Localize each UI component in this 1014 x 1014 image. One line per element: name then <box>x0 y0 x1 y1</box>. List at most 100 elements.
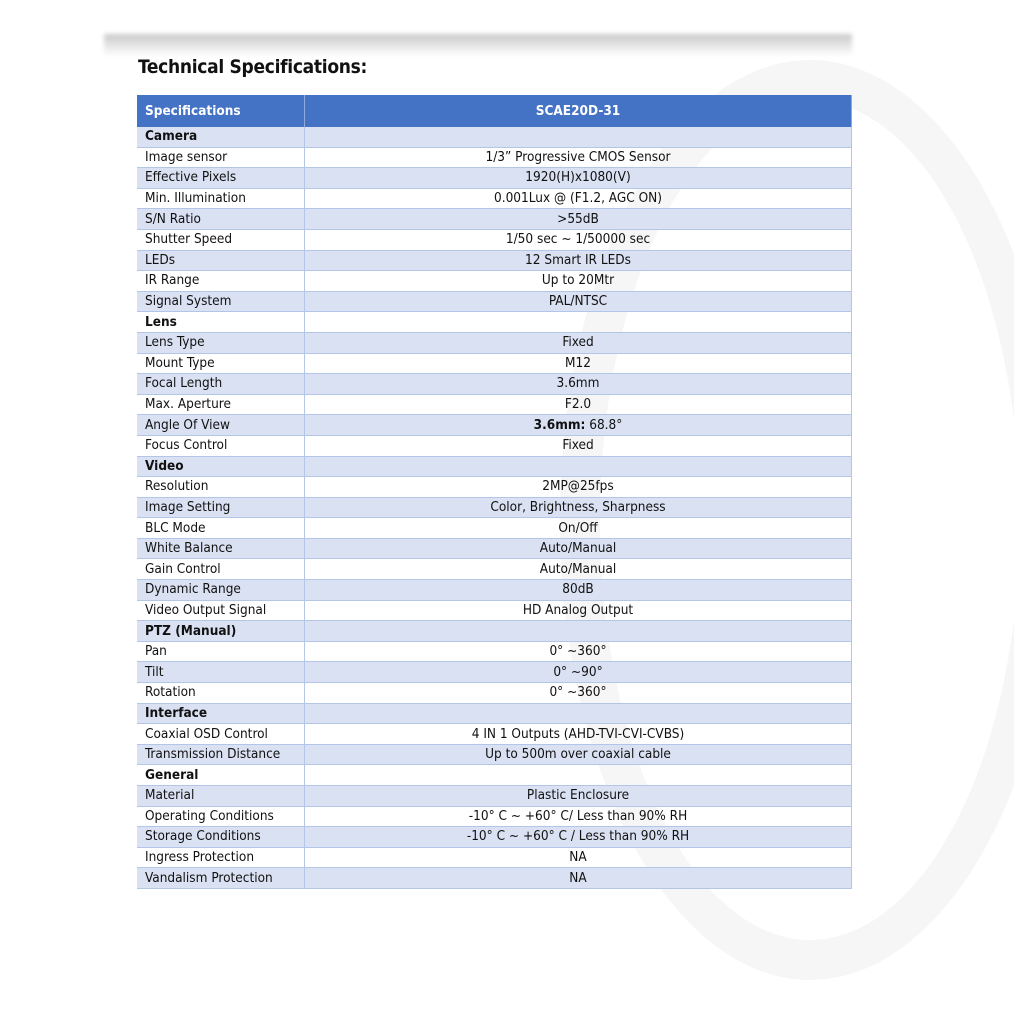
section-empty <box>304 764 852 786</box>
spec-name: Lens Type <box>137 332 305 354</box>
spec-value: F2.0 <box>304 394 852 416</box>
spec-value: 1/3” Progressive CMOS Sensor <box>304 147 852 169</box>
table-row: Ingress Protection NA <box>137 847 852 869</box>
header-model: SCAE20D-31 <box>304 95 852 127</box>
table-row: Material Plastic Enclosure <box>137 785 852 807</box>
spec-value: -10° C ~ +60° C/ Less than 90% RH <box>304 806 852 828</box>
table-row: Coaxial OSD Control 4 IN 1 Outputs (AHD-T… <box>137 723 852 745</box>
spec-name: Effective Pixels <box>137 167 305 189</box>
section-empty <box>304 456 852 478</box>
table-row: Image Setting Color, Brightness, Sharpnes… <box>137 497 852 519</box>
spec-name: Rotation <box>137 682 305 704</box>
spec-name: Storage Conditions <box>137 826 305 848</box>
section-row: Interface <box>137 703 852 725</box>
table-row: Gain Control Auto/Manual <box>137 558 852 581</box>
table-row: Resolution 2MP@25fps <box>137 476 852 498</box>
spec-name: BLC Mode <box>137 517 305 539</box>
spec-name: Image Setting <box>137 497 305 519</box>
section-empty <box>304 620 852 642</box>
spec-value: M12 <box>304 353 852 375</box>
spec-value: Up to 20Mtr <box>304 270 852 292</box>
table-row: Pan 0° ~360° <box>137 641 852 663</box>
spec-value: On/Off <box>304 517 852 539</box>
table-row: Transmission Distance Up to 500m over coa… <box>137 744 852 766</box>
spec-value: 80dB <box>304 579 852 601</box>
table-row: BLC Mode On/Off <box>137 517 852 539</box>
header-specifications: Specifications <box>137 95 305 127</box>
spec-name: Image sensor <box>137 147 305 169</box>
spec-name: Tilt <box>137 661 305 684</box>
spec-value: -10° C ~ +60° C / Less than 90% RH <box>304 826 852 848</box>
section-label: PTZ (Manual) <box>137 620 305 642</box>
table-row: Focus Control Fixed <box>137 435 852 457</box>
spec-name: Dynamic Range <box>137 579 305 601</box>
spec-name: Shutter Speed <box>137 229 305 251</box>
table-row: IR Range Up to 20Mtr <box>137 270 852 292</box>
section-row: Camera <box>137 127 852 148</box>
spec-name: Vandalism Protection <box>137 867 305 889</box>
section-row: General <box>137 764 852 786</box>
spec-value: Auto/Manual <box>304 538 852 560</box>
spec-name: Angle Of View <box>137 414 305 436</box>
section-label: Camera <box>137 127 305 148</box>
spec-name: Focus Control <box>137 435 305 457</box>
spec-value: PAL/NTSC <box>304 291 852 313</box>
spec-value: 1/50 sec ~ 1/50000 sec <box>304 229 852 251</box>
page-title: Technical Specifications: <box>138 56 368 78</box>
spec-value: Fixed <box>304 435 852 457</box>
table-row: Effective Pixels 1920(H)x1080(V) <box>137 167 852 189</box>
spec-table: Specifications SCAE20D-31 Camera Image se… <box>137 95 852 889</box>
spec-value: 4 IN 1 Outputs (AHD-TVI-CVI-CVBS) <box>304 723 852 745</box>
spec-name: Focal Length <box>137 373 305 395</box>
spec-value: 0° ~360° <box>304 641 852 663</box>
section-label: Lens <box>137 311 305 333</box>
spec-name: Resolution <box>137 476 305 498</box>
spec-name: Signal System <box>137 291 305 313</box>
spec-value: HD Analog Output <box>304 600 852 622</box>
table-row: LEDs 12 Smart IR LEDs <box>137 250 852 272</box>
table-row: Max. Aperture F2.0 <box>137 394 852 416</box>
table-row: Storage Conditions -10° C ~ +60° C / Less… <box>137 826 852 848</box>
table-row: Min. Illumination 0.001Lux @ (F1.2, AGC O… <box>137 188 852 210</box>
section-row: PTZ (Manual) <box>137 620 852 642</box>
spec-name: Ingress Protection <box>137 847 305 869</box>
page-shadow <box>104 34 852 56</box>
spec-name: White Balance <box>137 538 305 560</box>
spec-value: NA <box>304 867 852 889</box>
section-label: Video <box>137 456 305 478</box>
table-row: Rotation 0° ~360° <box>137 682 852 704</box>
table-row: Vandalism Protection NA <box>137 867 852 889</box>
spec-name: LEDs <box>137 250 305 272</box>
spec-name: Mount Type <box>137 353 305 375</box>
spec-value-text: 68.8° <box>585 416 623 433</box>
spec-name: Video Output Signal <box>137 600 305 622</box>
table-row: Image sensor 1/3” Progressive CMOS Sensor <box>137 147 852 169</box>
spec-value: Plastic Enclosure <box>304 785 852 807</box>
spec-name: S/N Ratio <box>137 208 305 230</box>
table-row: Dynamic Range 80dB <box>137 579 852 601</box>
section-row: Video <box>137 456 852 478</box>
table-row: Operating Conditions -10° C ~ +60° C/ Les… <box>137 806 852 828</box>
spec-value: Color, Brightness, Sharpness <box>304 497 852 519</box>
spec-name: Operating Conditions <box>137 806 305 828</box>
table-row: Video Output Signal HD Analog Output <box>137 600 852 622</box>
spec-value: 1920(H)x1080(V) <box>304 167 852 189</box>
spec-value: 2MP@25fps <box>304 476 852 498</box>
table-row: Lens Type Fixed <box>137 332 852 354</box>
spec-value: 0° ~90° <box>304 661 852 684</box>
spec-value: >55dB <box>304 208 852 230</box>
table-row: White Balance Auto/Manual <box>137 538 852 560</box>
spec-value-bold: 3.6mm: <box>533 416 586 433</box>
spec-name: Pan <box>137 641 305 663</box>
spec-name: Material <box>137 785 305 807</box>
spec-value: 3.6mm <box>304 373 852 395</box>
table-row: Focal Length 3.6mm <box>137 373 852 395</box>
spec-value: 12 Smart IR LEDs <box>304 250 852 272</box>
section-empty <box>304 311 852 333</box>
spec-value: Fixed <box>304 332 852 354</box>
section-empty <box>304 127 852 148</box>
table-row: Tilt 0° ~90° <box>137 661 852 684</box>
spec-name: Max. Aperture <box>137 394 305 416</box>
spec-name: Min. Illumination <box>137 188 305 210</box>
table-row: Mount Type M12 <box>137 353 852 375</box>
